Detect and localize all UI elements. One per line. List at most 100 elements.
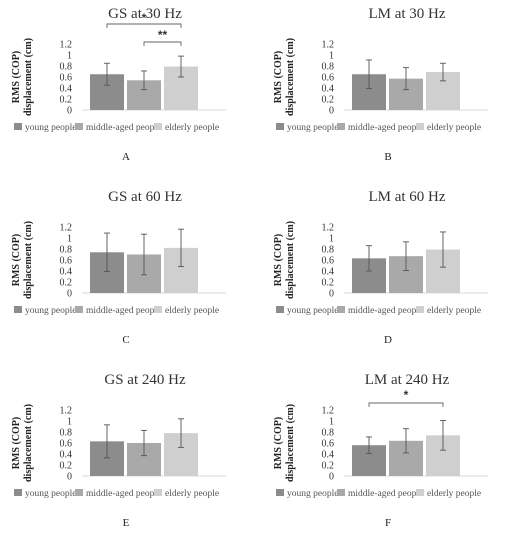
legend-label: middle-aged people (86, 489, 161, 499)
chart-svg: GS at 30 Hz 00.20.40.60.811.2 RMS (COP) dis… (11, 6, 226, 163)
panel-label: A (122, 151, 130, 163)
legend-label: elderly people (427, 306, 481, 316)
y-tick-label: 0.2 (322, 461, 335, 472)
chart-svg: GS at 240 Hz 00.20.40.60.811.2 RMS (COP) di… (11, 372, 226, 529)
legend-swatch (337, 489, 345, 496)
y-axis-label: displacement (cm) (23, 221, 34, 299)
y-tick-label: 0 (67, 106, 72, 117)
legend-label: middle-aged people (348, 306, 423, 316)
panel-label: E (123, 517, 130, 529)
panel-label: F (385, 517, 391, 529)
chart-title: LM at 60 Hz (368, 189, 445, 205)
chart-panel-c: GS at 60 Hz 0 0.2 0.4 0.6 0.8 1 1.2 RMS (COP) dis… (0, 183, 261, 366)
y-tick-label: 0.6 (322, 73, 335, 84)
y-tick-label: 0.2 (322, 278, 335, 289)
y-tick-label: 0.4 (60, 450, 73, 461)
legend-swatch (14, 489, 22, 496)
chart-svg: LM at 240 Hz 00.20.40.60.811.2 RMS (COP) di… (273, 372, 488, 529)
y-tick-label: 0.8 (60, 245, 73, 256)
legend-label: middle-aged people (348, 123, 423, 133)
legend-label: elderly people (165, 123, 219, 133)
legend-label: elderly people (427, 123, 481, 133)
y-tick-label: 0 (67, 472, 72, 483)
y-tick-label: 0.4 (322, 84, 335, 95)
legend-swatch (14, 123, 22, 130)
significance-bracket (143, 41, 182, 46)
legend-swatch (416, 123, 424, 130)
y-tick-label: 1.2 (60, 223, 73, 234)
y-axis-label: RMS (COP) (273, 51, 284, 104)
y-tick-label: 1 (329, 234, 334, 245)
legend-label: young people (287, 489, 338, 499)
y-tick-label: 1 (329, 51, 334, 62)
y-tick-label: 0.8 (60, 62, 73, 73)
chart-title: LM at 240 Hz (365, 372, 450, 388)
y-tick-label: 1.2 (60, 40, 73, 51)
y-axis-label: RMS (COP) (11, 417, 22, 470)
legend-swatch (337, 306, 345, 313)
y-axis-label: RMS (COP) (11, 234, 22, 287)
legend-label: middle-aged people (86, 123, 161, 133)
legend-label: elderly people (165, 489, 219, 499)
legend-swatch (154, 489, 162, 496)
legend-swatch (14, 306, 22, 313)
chart-title: LM at 30 Hz (368, 6, 445, 22)
legend-label: young people (287, 306, 338, 316)
y-tick-label: 1.2 (322, 223, 335, 234)
significance-bracket (106, 23, 182, 28)
y-tick-label: 0.2 (60, 95, 73, 106)
panel-label: B (384, 151, 391, 163)
y-tick-label: 0.4 (322, 267, 335, 278)
chart-panel-b: LM at 30 Hz 0 0.2 0.4 0.6 0.8 1 1.2 RMS (COP) dis… (262, 0, 523, 183)
chart-panel-e: GS at 240 Hz 0 0.2 0.4 0.6 0.8 1 1.2 RMS (COP) di… (0, 366, 261, 549)
y-tick-label: 0.2 (60, 461, 73, 472)
legend-swatch (75, 123, 83, 130)
y-tick-label: 0 (329, 472, 334, 483)
chart-svg: LM at 60 Hz 00.20.40.60.811.2 RMS (COP) dis… (273, 189, 488, 346)
legend-label: young people (25, 306, 76, 316)
y-tick-label: 0.6 (60, 439, 73, 450)
y-tick-label: 0 (67, 289, 72, 300)
chart-title: GS at 60 Hz (108, 189, 182, 205)
chart-svg: LM at 30 Hz 00.20.40.60.811.2 RMS (COP) dis… (273, 6, 488, 163)
y-tick-label: 0.2 (322, 95, 335, 106)
legend-label: young people (25, 123, 76, 133)
significance-marker: ** (158, 28, 168, 42)
y-axis-label: RMS (COP) (273, 234, 284, 287)
y-tick-label: 0 (329, 106, 334, 117)
legend-swatch (154, 306, 162, 313)
y-tick-label: 0 (329, 289, 334, 300)
y-tick-label: 0.8 (322, 428, 335, 439)
y-tick-label: 0.2 (60, 278, 73, 289)
chart-title: GS at 30 Hz (108, 6, 182, 22)
y-tick-label: 1 (67, 234, 72, 245)
y-tick-label: 0.6 (322, 439, 335, 450)
legend-swatch (416, 306, 424, 313)
legend-label: elderly people (165, 306, 219, 316)
legend-label: middle-aged people (86, 306, 161, 316)
y-tick-label: 1.2 (60, 406, 73, 417)
chart-panel-f: LM at 240 Hz 0 0.2 0.4 0.6 0.8 1 1.2 RMS (COP) di… (262, 366, 523, 549)
y-tick-label: 0.4 (60, 267, 73, 278)
y-tick-label: 0.8 (322, 245, 335, 256)
chart-title: GS at 240 Hz (104, 372, 186, 388)
panel-label: C (122, 334, 129, 346)
y-axis-label: displacement (cm) (285, 38, 296, 116)
y-axis-label: displacement (cm) (285, 221, 296, 299)
panel-label: D (384, 334, 392, 346)
legend-swatch (75, 489, 83, 496)
y-axis-label: displacement (cm) (23, 38, 34, 116)
y-tick-label: 0.4 (60, 84, 73, 95)
y-tick-label: 0.6 (60, 73, 73, 84)
legend-swatch (75, 306, 83, 313)
significance-marker: * (404, 388, 409, 402)
y-tick-label: 1 (67, 51, 72, 62)
y-tick-label: 1.2 (322, 406, 335, 417)
y-tick-label: 1 (67, 417, 72, 428)
y-tick-label: 0.6 (322, 256, 335, 267)
legend-swatch (276, 489, 284, 496)
y-axis-label: displacement (cm) (285, 404, 296, 482)
legend-label: young people (287, 123, 338, 133)
legend-swatch (154, 123, 162, 130)
significance-bracket (368, 402, 444, 407)
